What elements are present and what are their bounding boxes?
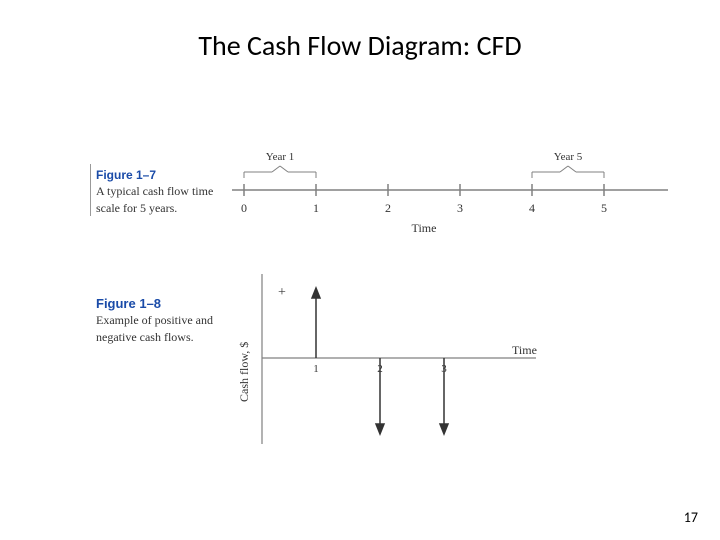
page-title: The Cash Flow Diagram: CFD: [0, 28, 720, 63]
fig2-tick-1: 1: [313, 363, 319, 375]
fig2-xlabel: Time: [512, 343, 537, 357]
figure2-caption-line1: Example of positive and: [96, 313, 236, 328]
figure1-label: Figure 1–7: [96, 168, 226, 182]
year1-bracket-label: Year 1: [266, 151, 295, 163]
tick-4: 4: [529, 201, 535, 215]
figure2-label: Figure 1–8: [96, 296, 236, 311]
fig2-ylabel: Cash flow, $: [237, 342, 251, 402]
figure1-timeline: Year 1 Year 5 0 1 2 3 4 5 Time: [220, 150, 680, 240]
figure1-caption-line1: A typical cash flow time: [96, 184, 226, 199]
year5-bracket-label: Year 5: [554, 151, 583, 163]
tick-2: 2: [385, 201, 391, 215]
plus-sign: +: [278, 285, 286, 300]
tick-5: 5: [601, 201, 607, 215]
slide-page: The Cash Flow Diagram: CFD Figure 1–7 A …: [0, 0, 720, 540]
fig2-tick-3: 3: [441, 363, 447, 375]
figure1-axis-label: Time: [412, 221, 437, 235]
figure1-caption-block: Figure 1–7 A typical cash flow time scal…: [96, 168, 226, 216]
page-number: 17: [684, 509, 698, 526]
figure2-caption-line2: negative cash flows.: [96, 330, 236, 345]
tick-0: 0: [241, 201, 247, 215]
figure1-caption-line2: scale for 5 years.: [96, 201, 226, 216]
tick-3: 3: [457, 201, 463, 215]
figure2-chart: + 1 2 3 Time Cash flow, $: [236, 272, 556, 452]
figure2-caption-block: Figure 1–8 Example of positive and negat…: [96, 296, 236, 345]
fig2-tick-2: 2: [377, 363, 383, 375]
tick-1: 1: [313, 201, 319, 215]
figure1-left-rule: [90, 164, 91, 216]
